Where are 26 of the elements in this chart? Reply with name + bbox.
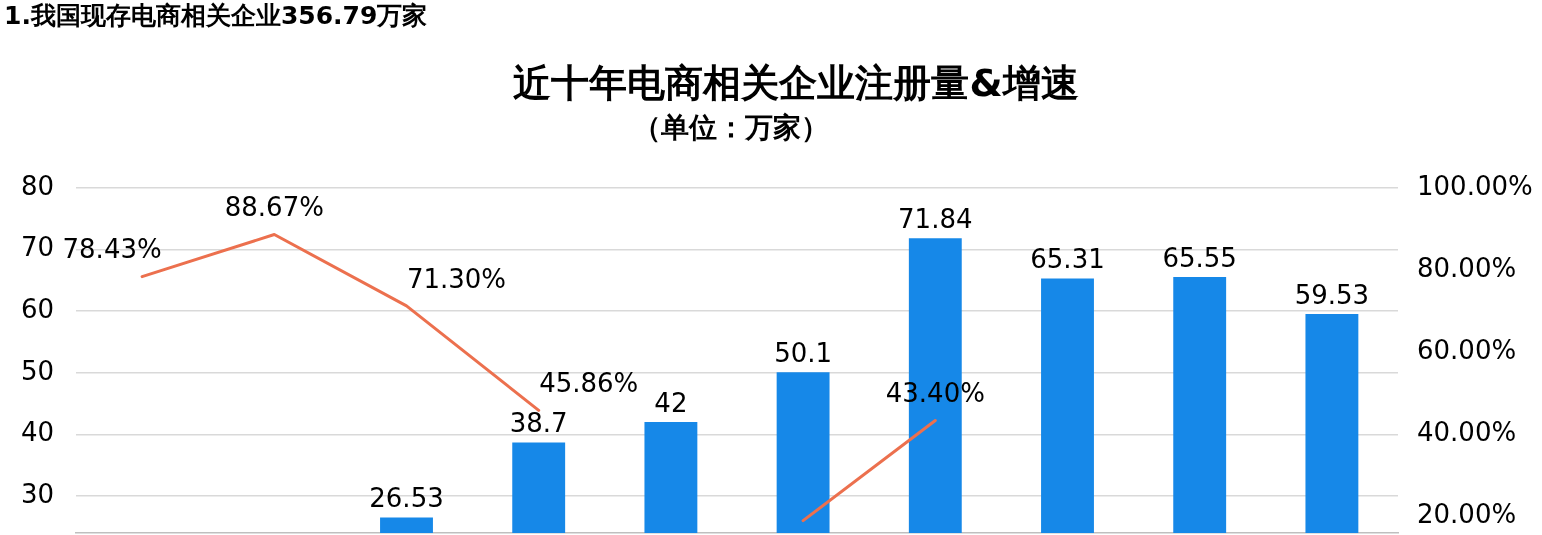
data-label: 71.84 (898, 204, 973, 235)
y-tick-label: 30 (20, 478, 54, 509)
chart-subtitle: （单位：万家） (633, 111, 829, 145)
data-label: 42 (654, 387, 688, 418)
text: 1.我国现存电商相关企业356.79万家 (4, 1, 428, 31)
data-label: 71.30% (406, 263, 507, 294)
y2-tick-label: 80.00% (1417, 252, 1517, 283)
data-label: 78.43% (62, 234, 162, 265)
y-tick-label: 70 (20, 232, 54, 263)
data-label: 59.53 (1294, 279, 1370, 310)
data-label: 88.67% (224, 192, 324, 223)
data-label: 45.86% (539, 368, 639, 399)
y-tick-label: 60 (20, 293, 54, 324)
data-label: 65.55 (1162, 242, 1237, 273)
y2-tick-label: 60.00% (1417, 335, 1517, 366)
data-label: 26.53 (369, 483, 444, 514)
y2-tick-label: 40.00% (1417, 417, 1517, 448)
data-label: 50.1 (774, 337, 833, 368)
y2-tick-label: 100.00% (1417, 170, 1533, 201)
y-tick-label: 50 (20, 355, 54, 386)
y-tick-label: 40 (20, 417, 54, 448)
data-label: 65.31 (1030, 244, 1105, 275)
y2-tick-label: 20.00% (1417, 499, 1517, 530)
data-label: 38.7 (509, 408, 568, 439)
y-tick-label: 80 (20, 170, 54, 201)
chart-title: 近十年电商相关企业注册量&增速 (513, 61, 1079, 106)
